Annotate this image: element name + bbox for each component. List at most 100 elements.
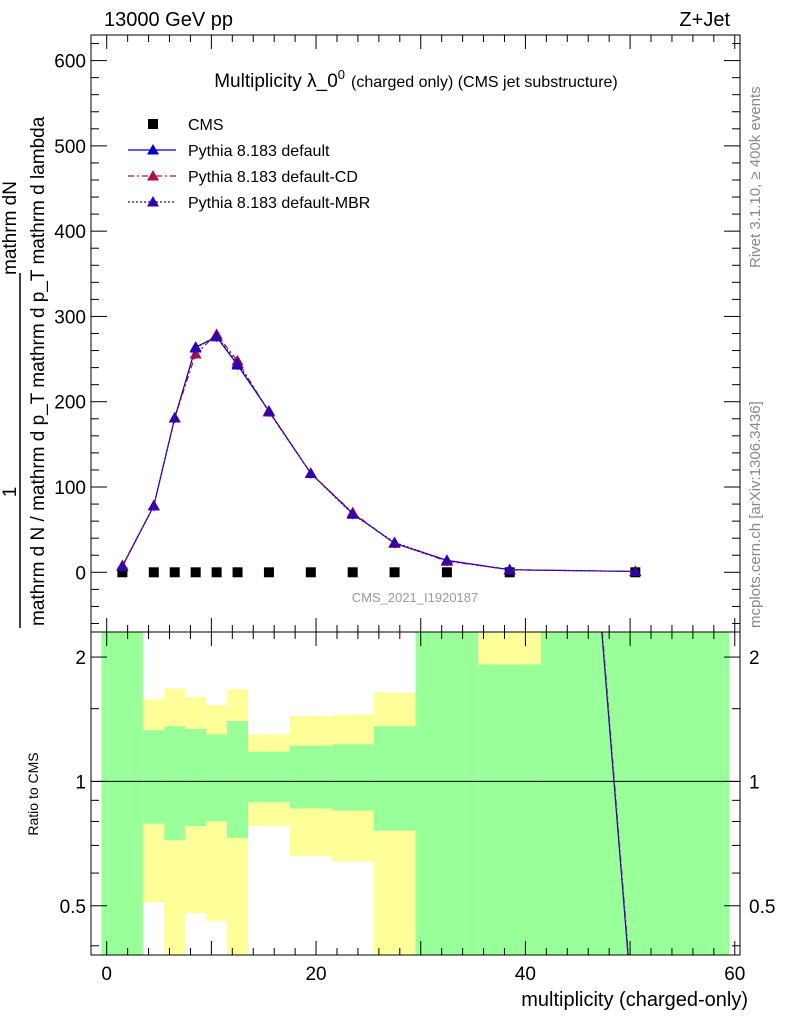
legend-item-default: Pythia 8.183 default <box>128 143 330 160</box>
ratio-plot-frame <box>90 631 741 956</box>
x-tick-label: 40 <box>515 964 536 985</box>
legend-marker-mbr <box>147 196 159 207</box>
legend-item-mbr: Pythia 8.183 default-MBR <box>128 195 370 212</box>
ratio-ticks: 0.5 0.51 12 20 20 40 60 <box>60 632 775 985</box>
green-band <box>541 632 730 955</box>
cms-data-point <box>190 567 201 578</box>
main-y-axis-label: mathrm dN 1 mathrm d N / mathrm d p_T ma… <box>0 116 49 628</box>
ratio-y-tick-label: 0.5 <box>60 897 86 918</box>
cms-data-point <box>305 567 316 578</box>
cms-data-point <box>211 567 222 578</box>
green-band <box>289 745 332 809</box>
ratio-y-label: Ratio to CMS <box>25 752 41 835</box>
green-band <box>227 721 249 838</box>
series-line-default <box>121 336 636 573</box>
marker-mbr <box>168 411 181 423</box>
green-band <box>478 664 542 955</box>
marker-mbr <box>262 405 275 416</box>
legend: CMS Pythia 8.183 default Pythia 8.183 defa… <box>128 117 370 212</box>
marker-mbr <box>147 499 160 511</box>
plot-title: Multiplicity λ_00 (charged only) (CMS jet… <box>214 67 618 92</box>
marker-mbr <box>304 467 317 478</box>
green-band <box>373 726 416 831</box>
legend-label: Pythia 8.183 default-MBR <box>188 195 370 212</box>
marker-mbr <box>116 560 129 571</box>
marker-mbr <box>503 563 516 575</box>
cms-data-point <box>389 567 400 578</box>
green-band <box>331 744 374 811</box>
main-plot-content <box>116 328 642 578</box>
y-label-numerator: mathrm dN <box>0 181 21 275</box>
green-band <box>206 734 228 822</box>
ratio-band-bin <box>478 632 542 955</box>
ratio-band-bin <box>101 632 144 955</box>
series-default <box>116 330 642 577</box>
marker-cd <box>189 347 202 359</box>
marker-mbr <box>189 341 202 353</box>
ratio-y-tick-label-right: 0.5 <box>749 897 775 918</box>
analysis-watermark: CMS_2021_I1920187 <box>352 590 479 605</box>
x-axis-label: multiplicity (charged-only) <box>521 989 748 1011</box>
green-band <box>143 730 165 824</box>
ratio-y-tick-label-right: 1 <box>749 772 760 793</box>
ratio-y-tick-label-right: 2 <box>749 648 760 669</box>
y-tick-label: 400 <box>54 222 86 243</box>
ratio-band-bin <box>373 692 416 955</box>
legend-item-cms: CMS <box>148 117 224 134</box>
marker-mbr <box>440 554 453 565</box>
cms-data-point <box>232 567 243 578</box>
ratio-y-tick-label: 1 <box>75 772 86 793</box>
marker-mbr <box>210 330 223 341</box>
green-band <box>164 726 186 841</box>
main-y-ticks: 0 100 200 300 400 500 600 <box>54 35 740 632</box>
green-band <box>185 728 207 826</box>
x-tick-label: 60 <box>724 964 745 985</box>
y-label-denominator: mathrm d N / mathrm d p_T mathrm d p_T m… <box>28 116 49 626</box>
plot-title-sup: 0 <box>338 67 345 82</box>
cms-data-point <box>441 567 452 578</box>
marker-mbr <box>231 357 244 368</box>
ratio-band-bin <box>143 699 165 903</box>
legend-label: Pythia 8.183 default-CD <box>188 169 358 186</box>
legend-marker-cms <box>148 119 158 129</box>
legend-marker-default <box>147 144 159 155</box>
y-tick-label: 600 <box>54 52 86 73</box>
series-mbr <box>116 330 642 577</box>
cms-data-point <box>263 567 274 578</box>
ratio-y-tick-label: 2 <box>75 648 86 669</box>
green-band <box>248 751 290 803</box>
plot-title-main: Multiplicity λ_0 <box>214 71 338 92</box>
series-line-mbr <box>121 335 636 573</box>
legend-item-cd: Pythia 8.183 default-CD <box>128 169 358 186</box>
rivet-info: Rivet 3.1.10, ≥ 400k events <box>747 86 764 268</box>
green-band <box>101 632 144 955</box>
series-line-cd <box>121 333 636 573</box>
ratio-band-bin <box>206 705 228 921</box>
y-tick-label: 300 <box>54 307 86 328</box>
mcplots-info: mcplots.cern.ch [arXiv:1306.3436] <box>747 401 764 628</box>
series-cd <box>116 328 642 577</box>
legend-marker-cd <box>147 170 159 181</box>
y-tick-label: 100 <box>54 478 86 499</box>
series-cms <box>117 567 641 578</box>
cms-data-point <box>117 567 128 578</box>
marker-mbr <box>629 565 642 576</box>
marker-mbr <box>388 536 401 547</box>
ratio-plot-panel: 0.5 0.51 12 20 20 40 60 <box>60 631 775 985</box>
ratio-band-bin <box>541 632 730 955</box>
plot-title-suffix: (charged only) (CMS jet substructure) <box>351 74 618 91</box>
x-tick-label: 20 <box>305 964 326 985</box>
cms-data-point <box>148 567 159 578</box>
ratio-band-bin <box>185 697 207 914</box>
cms-data-point <box>169 567 180 578</box>
x-tick-label: 0 <box>101 964 112 985</box>
ratio-plot-content <box>91 631 740 956</box>
ratio-band-bin <box>227 689 249 955</box>
y-tick-label: 500 <box>54 137 86 158</box>
ratio-band-bin <box>415 632 479 955</box>
ratio-band-bin <box>248 734 290 826</box>
header-left: 13000 GeV pp <box>104 9 233 31</box>
ratio-band-bin <box>331 714 374 862</box>
